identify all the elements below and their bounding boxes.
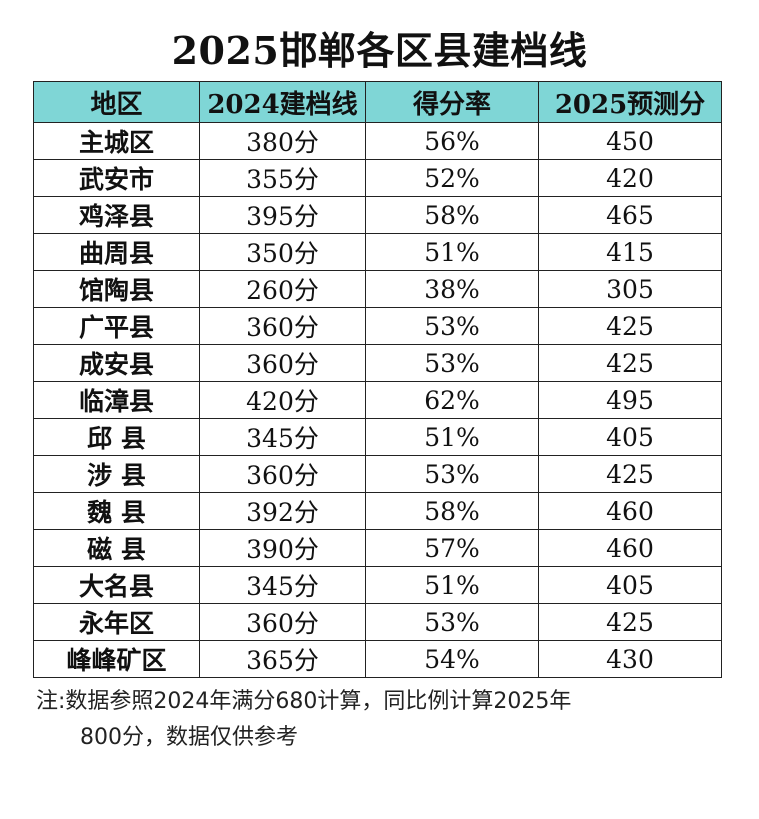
cell-region: 武安市 xyxy=(33,159,200,197)
cell-2025-forecast: 460 xyxy=(538,492,722,530)
cell-2024-line: 345分 xyxy=(199,418,366,456)
cell-2025-forecast: 425 xyxy=(538,344,722,382)
table-row: 邱 县 345分 51% 405 xyxy=(33,418,722,456)
cell-2024-line: 360分 xyxy=(199,455,366,493)
cell-2024-line: 395分 xyxy=(199,196,366,234)
cell-score-rate: 51% xyxy=(365,566,539,604)
header-2025-forecast: 2025预测分 xyxy=(538,81,722,123)
table-row: 馆陶县 260分 38% 305 xyxy=(33,270,722,308)
table-header-row: 地区 2024建档线 得分率 2025预测分 xyxy=(33,81,722,123)
cell-2025-forecast: 305 xyxy=(538,270,722,308)
table-row: 成安县 360分 53% 425 xyxy=(33,344,722,382)
cell-2025-forecast: 430 xyxy=(538,640,722,678)
cell-score-rate: 53% xyxy=(365,307,539,345)
footnote: 注:数据参照2024年满分680计算，同比例计算2025年 800分，数据仅供参… xyxy=(36,684,736,756)
cell-score-rate: 62% xyxy=(365,381,539,419)
cell-score-rate: 58% xyxy=(365,492,539,530)
table-row: 磁 县 390分 57% 460 xyxy=(33,529,722,567)
table-row: 鸡泽县 395分 58% 465 xyxy=(33,196,722,234)
cell-2025-forecast: 405 xyxy=(538,418,722,456)
cell-2024-line: 355分 xyxy=(199,159,366,197)
cell-region: 大名县 xyxy=(33,566,200,604)
cell-region: 广平县 xyxy=(33,307,200,345)
cell-2024-line: 365分 xyxy=(199,640,366,678)
cell-2025-forecast: 405 xyxy=(538,566,722,604)
table-row: 主城区 380分 56% 450 xyxy=(33,122,722,160)
cell-region: 峰峰矿区 xyxy=(33,640,200,678)
cell-score-rate: 56% xyxy=(365,122,539,160)
cell-score-rate: 51% xyxy=(365,418,539,456)
cell-score-rate: 54% xyxy=(365,640,539,678)
cell-2025-forecast: 425 xyxy=(538,455,722,493)
cell-2024-line: 350分 xyxy=(199,233,366,271)
cell-2025-forecast: 460 xyxy=(538,529,722,567)
cell-2025-forecast: 425 xyxy=(538,307,722,345)
footnote-line-2: 800分，数据仅供参考 xyxy=(80,725,298,750)
cell-score-rate: 53% xyxy=(365,344,539,382)
cell-2024-line: 380分 xyxy=(199,122,366,160)
cell-region: 鸡泽县 xyxy=(33,196,200,234)
cell-2024-line: 260分 xyxy=(199,270,366,308)
score-table: 地区 2024建档线 得分率 2025预测分 主城区 380分 56% 450 … xyxy=(33,81,722,678)
cell-region: 永年区 xyxy=(33,603,200,641)
cell-2025-forecast: 425 xyxy=(538,603,722,641)
table-row: 永年区 360分 53% 425 xyxy=(33,603,722,641)
table-row: 广平县 360分 53% 425 xyxy=(33,307,722,345)
header-score-rate: 得分率 xyxy=(365,81,539,123)
cell-2024-line: 392分 xyxy=(199,492,366,530)
table-row: 涉 县 360分 53% 425 xyxy=(33,455,722,493)
cell-score-rate: 38% xyxy=(365,270,539,308)
page-title: 2025邯郸各区县建档线 xyxy=(171,28,588,73)
table-row: 魏 县 392分 58% 460 xyxy=(33,492,722,530)
cell-region: 魏 县 xyxy=(33,492,200,530)
cell-score-rate: 58% xyxy=(365,196,539,234)
cell-2025-forecast: 465 xyxy=(538,196,722,234)
cell-score-rate: 51% xyxy=(365,233,539,271)
header-region: 地区 xyxy=(33,81,200,123)
footnote-line-1: 注:数据参照2024年满分680计算，同比例计算2025年 xyxy=(36,689,572,714)
cell-2025-forecast: 495 xyxy=(538,381,722,419)
cell-2024-line: 390分 xyxy=(199,529,366,567)
cell-region: 曲周县 xyxy=(33,233,200,271)
cell-region: 成安县 xyxy=(33,344,200,382)
table-row: 临漳县 420分 62% 495 xyxy=(33,381,722,419)
cell-region: 邱 县 xyxy=(33,418,200,456)
cell-region: 馆陶县 xyxy=(33,270,200,308)
cell-score-rate: 57% xyxy=(365,529,539,567)
cell-region: 临漳县 xyxy=(33,381,200,419)
cell-2024-line: 360分 xyxy=(199,307,366,345)
cell-2024-line: 360分 xyxy=(199,344,366,382)
cell-score-rate: 52% xyxy=(365,159,539,197)
table-row: 武安市 355分 52% 420 xyxy=(33,159,722,197)
cell-region: 主城区 xyxy=(33,122,200,160)
cell-score-rate: 53% xyxy=(365,455,539,493)
table-row: 峰峰矿区 365分 54% 430 xyxy=(33,640,722,678)
cell-2024-line: 345分 xyxy=(199,566,366,604)
cell-2024-line: 420分 xyxy=(199,381,366,419)
cell-score-rate: 53% xyxy=(365,603,539,641)
cell-2025-forecast: 450 xyxy=(538,122,722,160)
cell-2025-forecast: 420 xyxy=(538,159,722,197)
table-row: 大名县 345分 51% 405 xyxy=(33,566,722,604)
table-row: 曲周县 350分 51% 415 xyxy=(33,233,722,271)
cell-2024-line: 360分 xyxy=(199,603,366,641)
cell-region: 磁 县 xyxy=(33,529,200,567)
cell-region: 涉 县 xyxy=(33,455,200,493)
header-2024-line: 2024建档线 xyxy=(199,81,366,123)
cell-2025-forecast: 415 xyxy=(538,233,722,271)
